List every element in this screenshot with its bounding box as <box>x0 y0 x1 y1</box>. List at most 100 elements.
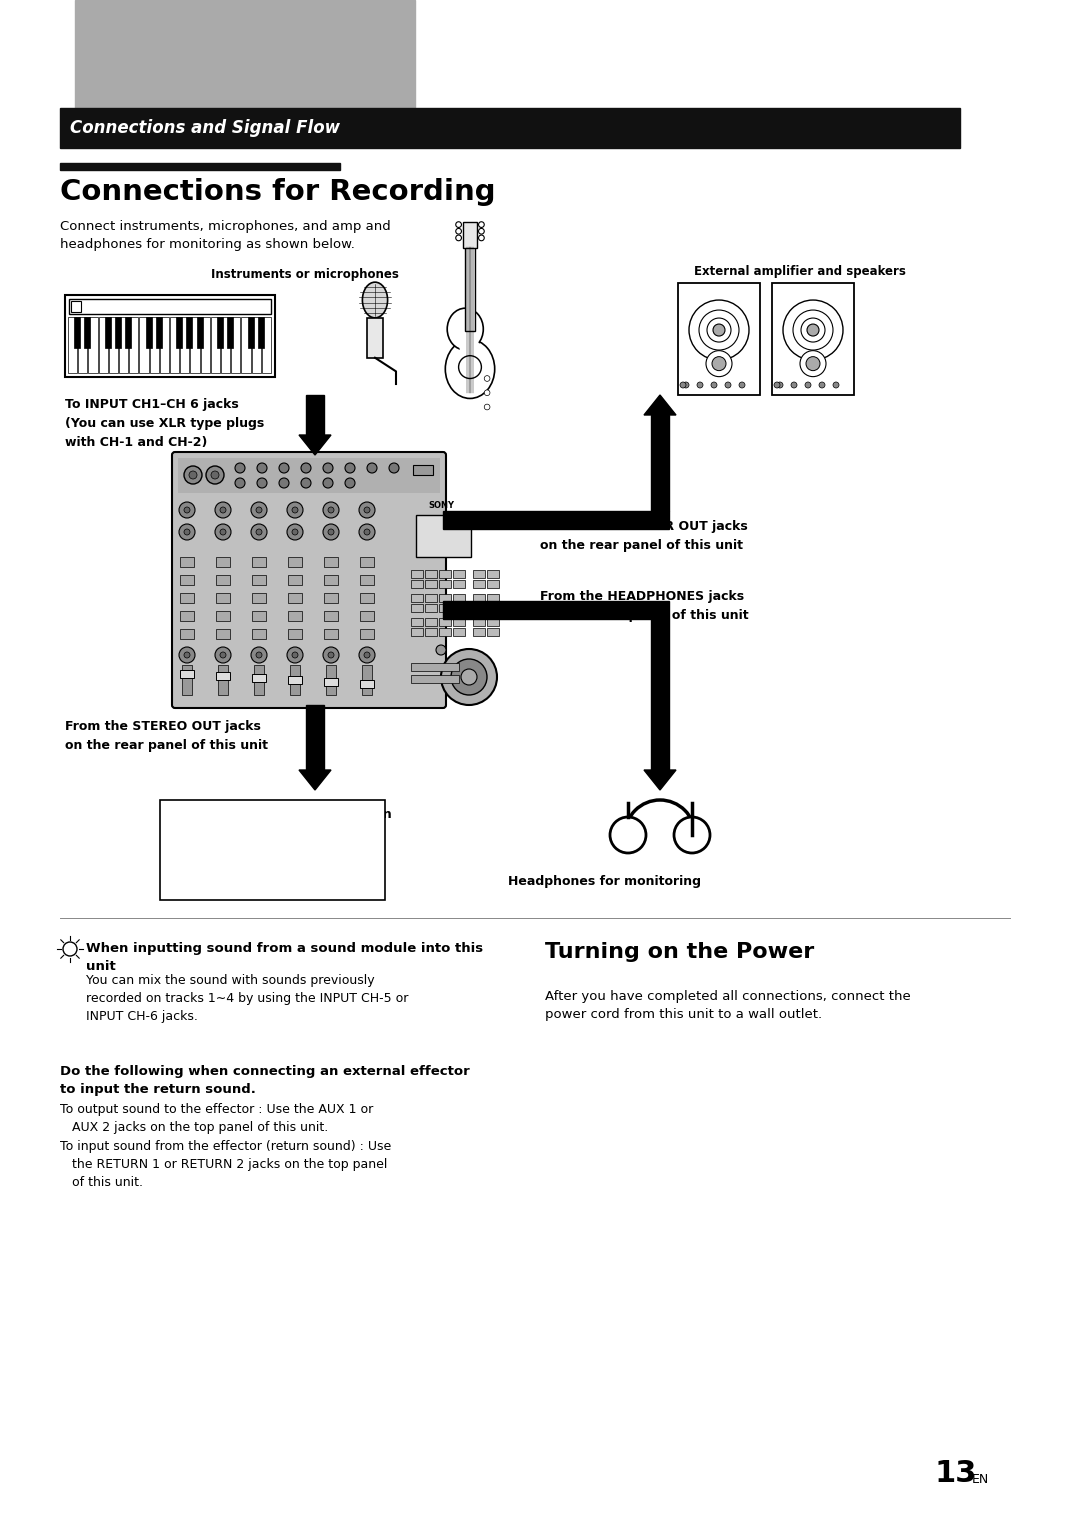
Circle shape <box>184 507 190 513</box>
Bar <box>125 316 132 348</box>
Bar <box>89 316 97 373</box>
Circle shape <box>819 382 825 388</box>
Circle shape <box>451 659 487 695</box>
Polygon shape <box>299 770 330 790</box>
Bar <box>473 628 485 636</box>
Bar <box>221 316 230 373</box>
Text: Do the following when connecting an external effector
to input the return sound.: Do the following when connecting an exte… <box>60 1065 470 1096</box>
Bar <box>426 604 437 613</box>
Bar <box>252 593 266 604</box>
Bar <box>180 558 194 567</box>
Bar <box>443 601 669 619</box>
Bar <box>114 316 121 348</box>
Circle shape <box>683 382 689 388</box>
Bar <box>360 575 374 585</box>
Bar <box>216 630 230 639</box>
Bar <box>75 316 80 348</box>
Bar <box>324 611 338 620</box>
Circle shape <box>184 466 202 484</box>
Circle shape <box>712 356 726 371</box>
Circle shape <box>301 463 311 474</box>
Bar <box>216 575 230 585</box>
Circle shape <box>456 235 461 241</box>
Bar <box>218 665 228 695</box>
Bar <box>411 628 423 636</box>
Circle shape <box>251 503 267 518</box>
Bar <box>288 675 302 685</box>
Bar <box>453 594 465 602</box>
Circle shape <box>456 228 461 234</box>
Bar <box>190 316 200 373</box>
Circle shape <box>323 478 333 487</box>
Bar <box>453 570 465 578</box>
Circle shape <box>328 507 334 513</box>
Text: Connect instruments, microphones, and amp and
headphones for monitoring as shown: Connect instruments, microphones, and am… <box>60 220 391 251</box>
Circle shape <box>484 390 490 396</box>
Bar <box>247 316 254 348</box>
Circle shape <box>478 235 484 241</box>
Text: You can mix the sound with sounds previously
recorded on tracks 1∼4 by using the: You can mix the sound with sounds previo… <box>86 973 408 1024</box>
Bar <box>453 617 465 626</box>
Text: After you have completed all connections, connect the
power cord from this unit : After you have completed all connections… <box>545 990 910 1021</box>
Circle shape <box>364 529 370 535</box>
Circle shape <box>478 222 484 228</box>
Bar <box>252 674 266 681</box>
Circle shape <box>179 503 195 518</box>
Circle shape <box>292 507 298 513</box>
Bar <box>413 465 433 475</box>
Text: Turning on the Power: Turning on the Power <box>545 941 814 963</box>
Bar <box>252 558 266 567</box>
Circle shape <box>323 646 339 663</box>
Text: External amplifier and speakers: External amplifier and speakers <box>694 264 906 278</box>
Bar <box>288 611 302 620</box>
Bar <box>180 593 194 604</box>
Circle shape <box>279 478 289 487</box>
Circle shape <box>211 471 219 478</box>
Circle shape <box>189 471 197 478</box>
Text: EN: EN <box>972 1473 989 1487</box>
Bar <box>71 301 81 312</box>
Circle shape <box>287 503 303 518</box>
Text: Headphones for monitoring: Headphones for monitoring <box>509 876 702 888</box>
Bar <box>227 316 233 348</box>
Bar <box>473 604 485 613</box>
Circle shape <box>220 652 226 659</box>
Bar <box>360 630 374 639</box>
Bar <box>366 318 383 358</box>
Bar <box>261 316 271 373</box>
Bar <box>438 604 451 613</box>
Circle shape <box>257 478 267 487</box>
Bar <box>176 316 183 348</box>
Bar <box>411 663 459 671</box>
Bar <box>324 678 338 686</box>
Circle shape <box>484 376 490 382</box>
Bar <box>217 316 224 348</box>
Text: Connections and Signal Flow: Connections and Signal Flow <box>70 119 340 138</box>
Text: To input sound from the effector (return sound) : Use
   the RETURN 1 or RETURN : To input sound from the effector (return… <box>60 1140 391 1189</box>
Circle shape <box>235 478 245 487</box>
Circle shape <box>256 507 262 513</box>
Bar <box>324 630 338 639</box>
Text: When inputting sound from a sound module into this
unit: When inputting sound from a sound module… <box>86 941 483 973</box>
Circle shape <box>805 382 811 388</box>
Circle shape <box>359 646 375 663</box>
Circle shape <box>364 507 370 513</box>
Circle shape <box>256 652 262 659</box>
Bar <box>252 611 266 620</box>
Bar <box>324 593 338 604</box>
Circle shape <box>711 382 717 388</box>
Circle shape <box>179 524 195 539</box>
Circle shape <box>833 382 839 388</box>
Text: To output sound to the effector : Use the AUX 1 or
   AUX 2 jacks on the top pan: To output sound to the effector : Use th… <box>60 1103 374 1134</box>
Circle shape <box>345 463 355 474</box>
Bar <box>360 593 374 604</box>
Bar <box>438 617 451 626</box>
Bar <box>252 630 266 639</box>
Circle shape <box>301 478 311 487</box>
Bar <box>146 316 151 348</box>
Bar <box>360 611 374 620</box>
Circle shape <box>777 382 783 388</box>
Circle shape <box>184 652 190 659</box>
Bar <box>453 604 465 613</box>
Bar <box>109 316 118 373</box>
